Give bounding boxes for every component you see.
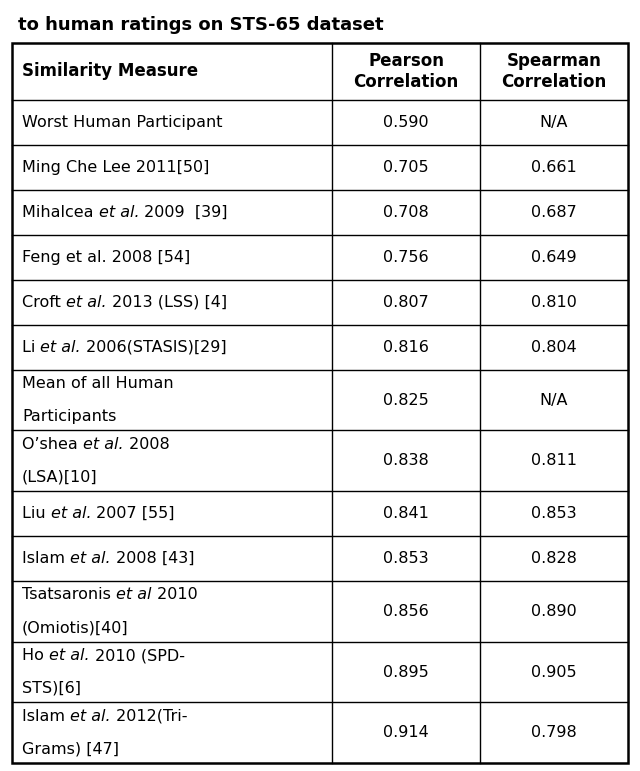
- Text: et al.: et al.: [70, 551, 111, 566]
- Text: Islam: Islam: [22, 551, 70, 566]
- Text: Croft: Croft: [22, 295, 66, 310]
- Text: et al.: et al.: [70, 709, 111, 724]
- Text: Mean of all Human: Mean of all Human: [22, 376, 173, 391]
- Text: (Omiotis)[40]: (Omiotis)[40]: [22, 620, 129, 635]
- Text: Mihalcea: Mihalcea: [22, 205, 99, 220]
- Text: 0.705: 0.705: [383, 160, 429, 175]
- Text: Spearman
Correlation: Spearman Correlation: [502, 52, 607, 91]
- Text: 2013 (LSS) [4]: 2013 (LSS) [4]: [107, 295, 227, 310]
- Text: Liu: Liu: [22, 506, 51, 521]
- Text: 0.838: 0.838: [383, 453, 429, 468]
- Text: Ming Che Lee 2011[50]: Ming Che Lee 2011[50]: [22, 160, 209, 175]
- Text: 0.708: 0.708: [383, 205, 429, 220]
- Text: 0.914: 0.914: [383, 726, 429, 740]
- Text: 2008 [43]: 2008 [43]: [111, 551, 195, 566]
- Text: 2008: 2008: [124, 437, 169, 452]
- Text: to human ratings on STS-65 dataset: to human ratings on STS-65 dataset: [18, 16, 383, 34]
- Text: Participants: Participants: [22, 409, 116, 424]
- Text: 0.853: 0.853: [531, 506, 577, 521]
- Text: et al: et al: [116, 588, 152, 602]
- Text: 2012(Tri-: 2012(Tri-: [111, 709, 188, 724]
- Text: 0.905: 0.905: [531, 665, 577, 679]
- Text: 2007 [55]: 2007 [55]: [92, 506, 175, 521]
- Text: et al.: et al.: [40, 340, 81, 355]
- Text: 0.756: 0.756: [383, 250, 429, 264]
- Text: 0.825: 0.825: [383, 392, 429, 408]
- Text: et al.: et al.: [83, 437, 124, 452]
- Text: et al.: et al.: [99, 205, 140, 220]
- Text: 0.828: 0.828: [531, 551, 577, 566]
- Text: 2006(STASIS)[29]: 2006(STASIS)[29]: [81, 340, 227, 355]
- Text: 0.841: 0.841: [383, 506, 429, 521]
- Text: 0.853: 0.853: [383, 551, 429, 566]
- Text: 0.687: 0.687: [531, 205, 577, 220]
- Text: 0.590: 0.590: [383, 115, 429, 130]
- Text: 0.895: 0.895: [383, 665, 429, 679]
- Text: 0.649: 0.649: [531, 250, 577, 264]
- Text: Worst Human Participant: Worst Human Participant: [22, 115, 223, 130]
- Text: 0.810: 0.810: [531, 295, 577, 310]
- Text: et al.: et al.: [49, 648, 90, 663]
- Text: Islam: Islam: [22, 709, 70, 724]
- Text: Li: Li: [22, 340, 40, 355]
- Text: 2010: 2010: [152, 588, 197, 602]
- Text: 0.811: 0.811: [531, 453, 577, 468]
- Text: O’shea: O’shea: [22, 437, 83, 452]
- Text: (LSA)[10]: (LSA)[10]: [22, 470, 98, 485]
- Text: Similarity Measure: Similarity Measure: [22, 62, 198, 80]
- Text: 2009  [39]: 2009 [39]: [140, 205, 228, 220]
- Text: 0.804: 0.804: [531, 340, 577, 355]
- Text: Feng et al. 2008 [54]: Feng et al. 2008 [54]: [22, 250, 190, 264]
- Text: 0.856: 0.856: [383, 604, 429, 619]
- Text: 0.807: 0.807: [383, 295, 429, 310]
- Text: 2010 (SPD-: 2010 (SPD-: [90, 648, 184, 663]
- Text: 0.661: 0.661: [531, 160, 577, 175]
- Text: STS)[6]: STS)[6]: [22, 681, 81, 696]
- Text: 0.798: 0.798: [531, 726, 577, 740]
- Text: Ho: Ho: [22, 648, 49, 663]
- Text: N/A: N/A: [540, 392, 568, 408]
- Text: Pearson
Correlation: Pearson Correlation: [354, 52, 459, 91]
- Text: N/A: N/A: [540, 115, 568, 130]
- Text: Tsatsaronis: Tsatsaronis: [22, 588, 116, 602]
- Text: 0.890: 0.890: [531, 604, 577, 619]
- Text: 0.816: 0.816: [383, 340, 429, 355]
- Text: et al.: et al.: [51, 506, 92, 521]
- Text: Grams) [47]: Grams) [47]: [22, 742, 119, 756]
- Text: et al.: et al.: [66, 295, 107, 310]
